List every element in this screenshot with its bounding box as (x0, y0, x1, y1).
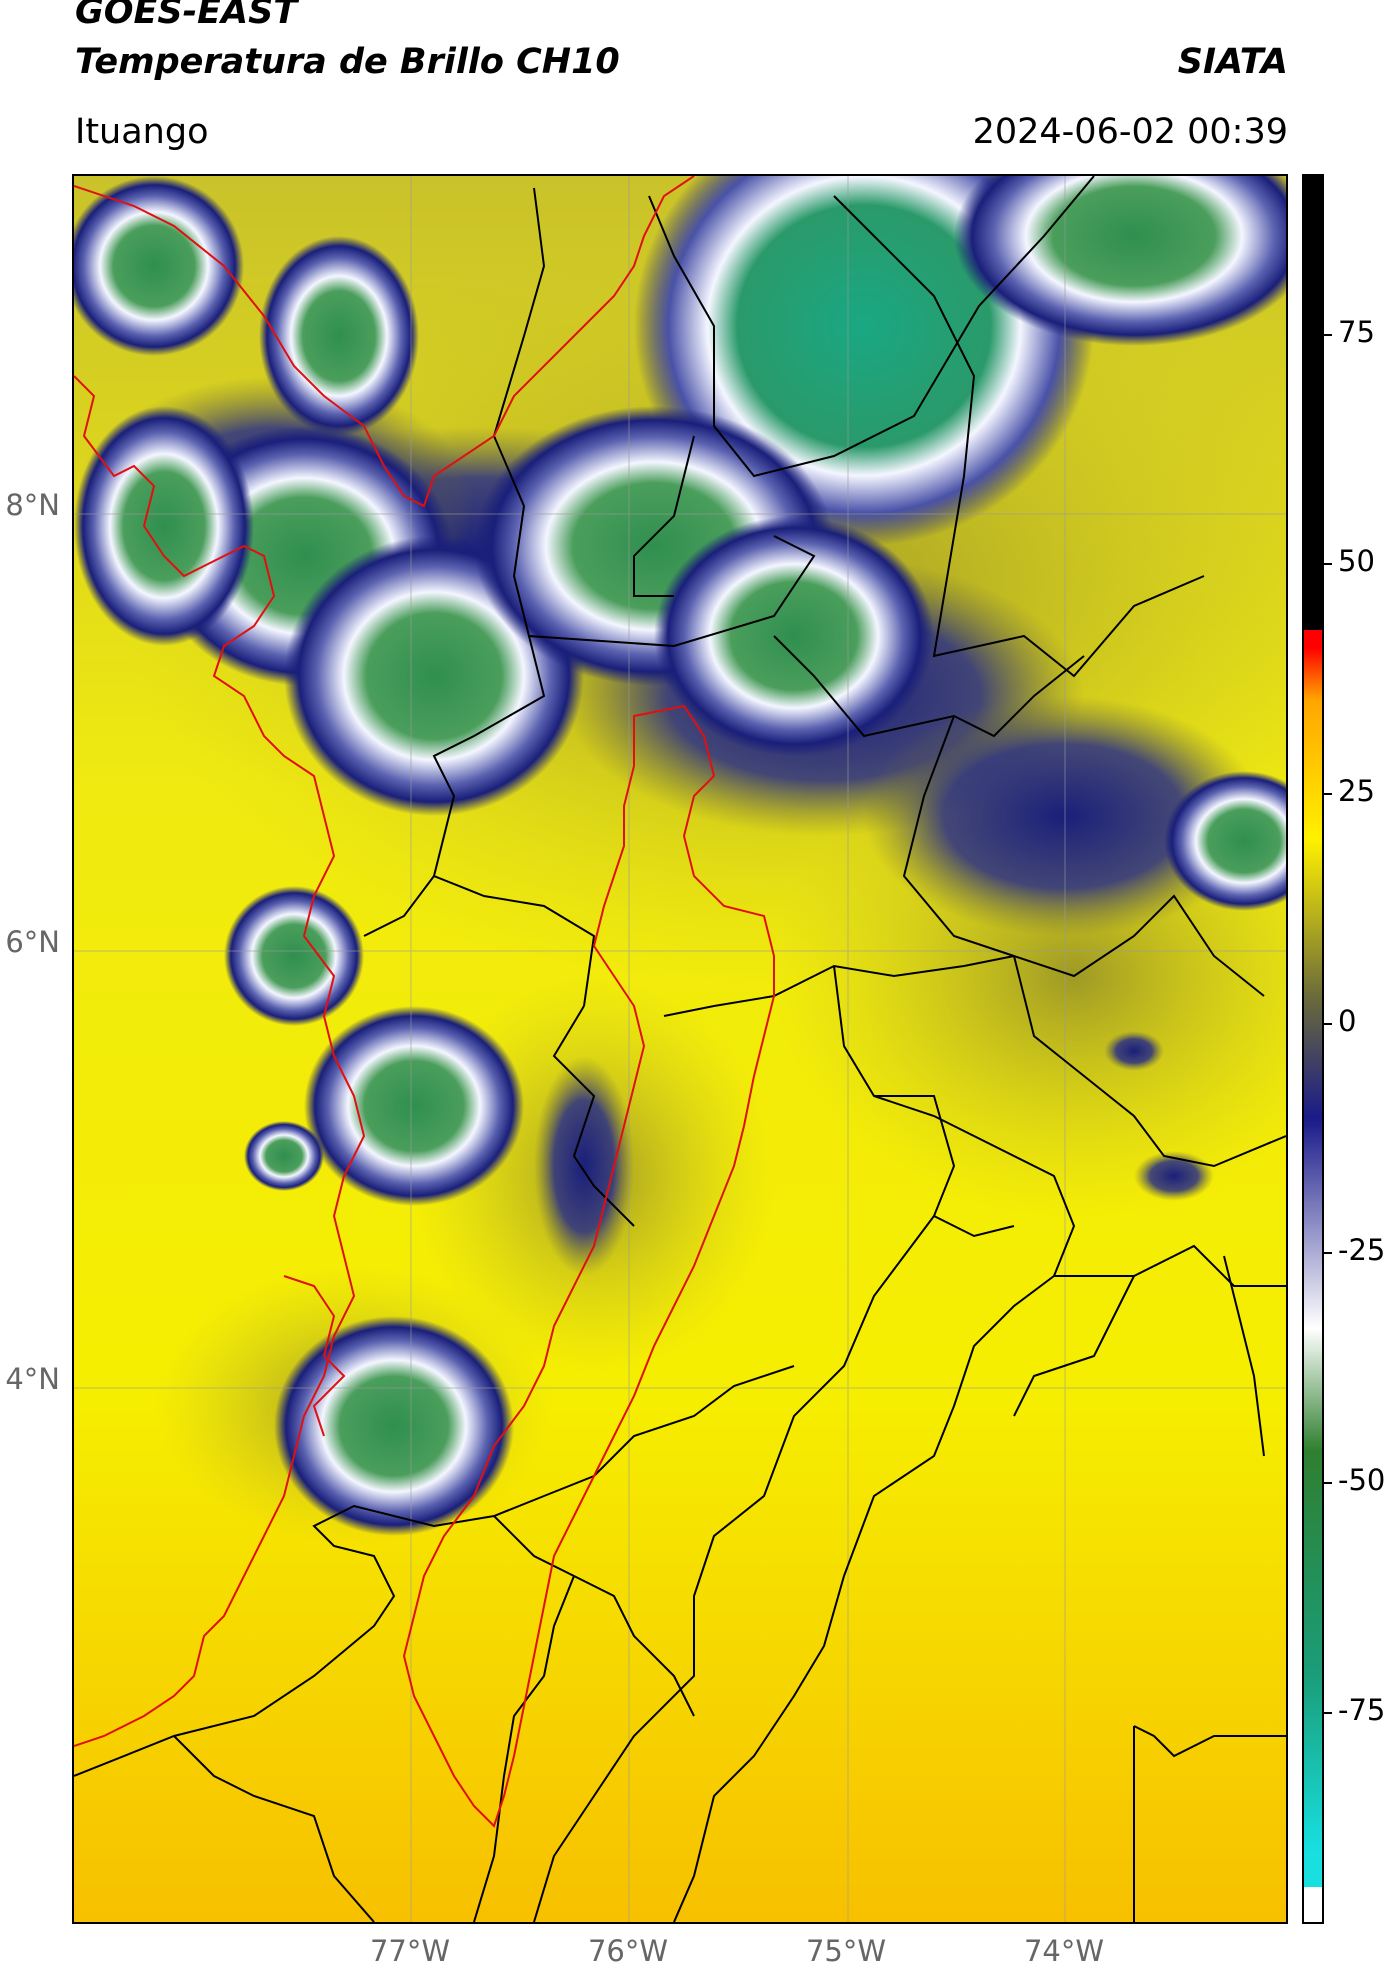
lon-label-75w: 75°W (805, 1934, 887, 1968)
colorbar-tick (1324, 334, 1332, 336)
admin-borders (74, 176, 1286, 1922)
satellite-title: GOES-EAST (75, 0, 298, 32)
colorbar-tick (1324, 1712, 1332, 1714)
colorbar (1302, 174, 1324, 1924)
colorbar-tick (1324, 1023, 1332, 1025)
product-title: Temperatura de Brillo CH10 (75, 42, 620, 82)
lat-label-6n: 6°N (5, 925, 60, 959)
colorbar-label-0: 0 (1338, 1004, 1357, 1038)
colorbar-label-minus25: -25 (1338, 1233, 1384, 1267)
graticule (74, 176, 1286, 1922)
location-label: Ituango (75, 112, 209, 152)
lat-label-4n: 4°N (5, 1362, 60, 1396)
brand-label: SIATA (1177, 42, 1288, 82)
lat-label-8n: 8°N (5, 488, 60, 522)
lon-label-77w: 77°W (369, 1934, 451, 1968)
coastline (74, 176, 775, 1828)
colorbar-label-50: 50 (1338, 544, 1375, 578)
colorbar-tick (1324, 1482, 1332, 1484)
colorbar-label-minus75: -75 (1338, 1693, 1384, 1727)
colorbar-label-75: 75 (1338, 315, 1375, 349)
timestamp-label: 2024-06-02 00:39 (972, 112, 1288, 152)
map-canvas (74, 176, 1286, 1922)
colorbar-tick (1324, 1252, 1332, 1254)
colorbar-tick (1324, 563, 1332, 565)
colorbar-tick (1324, 793, 1332, 795)
lon-label-74w: 74°W (1023, 1934, 1105, 1968)
satellite-map[interactable] (72, 174, 1288, 1924)
colorbar-label-25: 25 (1338, 774, 1375, 808)
colorbar-label-minus50: -50 (1338, 1463, 1384, 1497)
lon-label-76w: 76°W (587, 1934, 669, 1968)
